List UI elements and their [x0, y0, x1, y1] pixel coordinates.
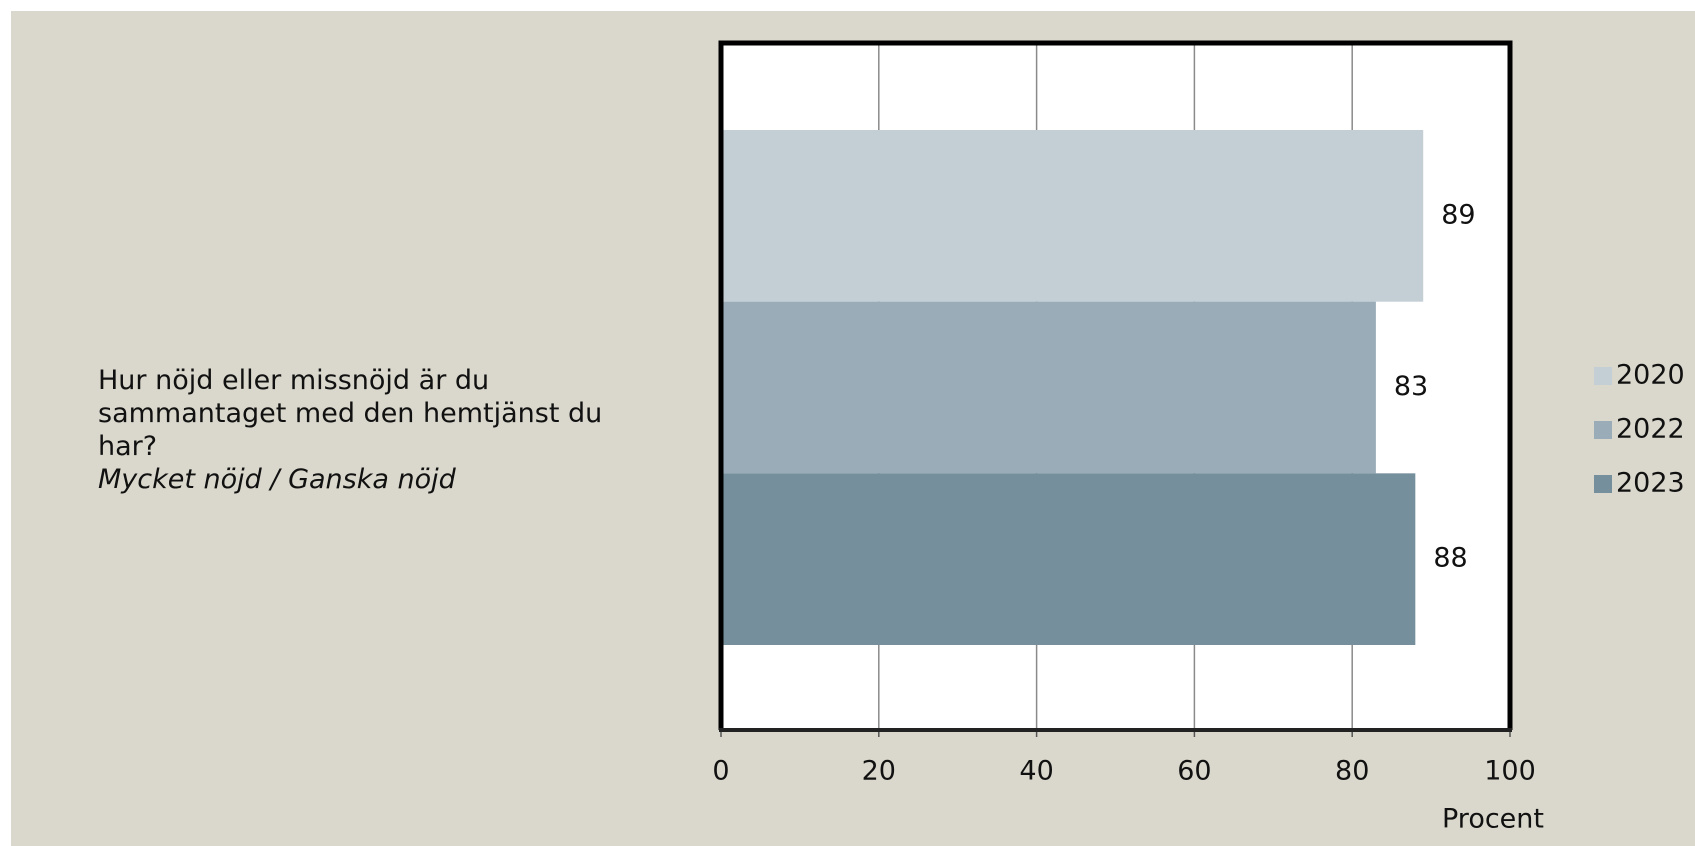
bar — [721, 301, 1376, 474]
x-tick-label: 60 — [1177, 756, 1211, 787]
plot-border — [718, 40, 1513, 730]
x-tick-label: 20 — [862, 756, 896, 787]
legend-swatch — [1594, 367, 1612, 385]
x-tick-label: 80 — [1335, 756, 1369, 787]
x-tick-label: 40 — [1019, 756, 1053, 787]
legend-label: 2023 — [1616, 468, 1685, 499]
answer: Mycket nöjd / Ganska nöjd — [98, 464, 456, 495]
data-label: 88 — [1433, 543, 1467, 574]
category-label: Hur nöjd eller missnöjd är du sammantage… — [98, 364, 658, 496]
legend-label: 2020 — [1616, 360, 1685, 391]
x-tick-label: 0 — [712, 756, 729, 787]
x-axis-label: Procent — [1442, 804, 1544, 835]
x-tick-label: 100 — [1484, 756, 1536, 787]
legend-swatch — [1594, 421, 1612, 439]
legend-swatch — [1594, 475, 1612, 493]
bar — [721, 473, 1416, 645]
legend-label: 2022 — [1616, 414, 1685, 445]
bar — [721, 130, 1424, 302]
data-label: 83 — [1394, 371, 1428, 402]
data-label: 89 — [1441, 199, 1475, 230]
question: Hur nöjd eller missnöjd är du sammantage… — [98, 365, 603, 462]
